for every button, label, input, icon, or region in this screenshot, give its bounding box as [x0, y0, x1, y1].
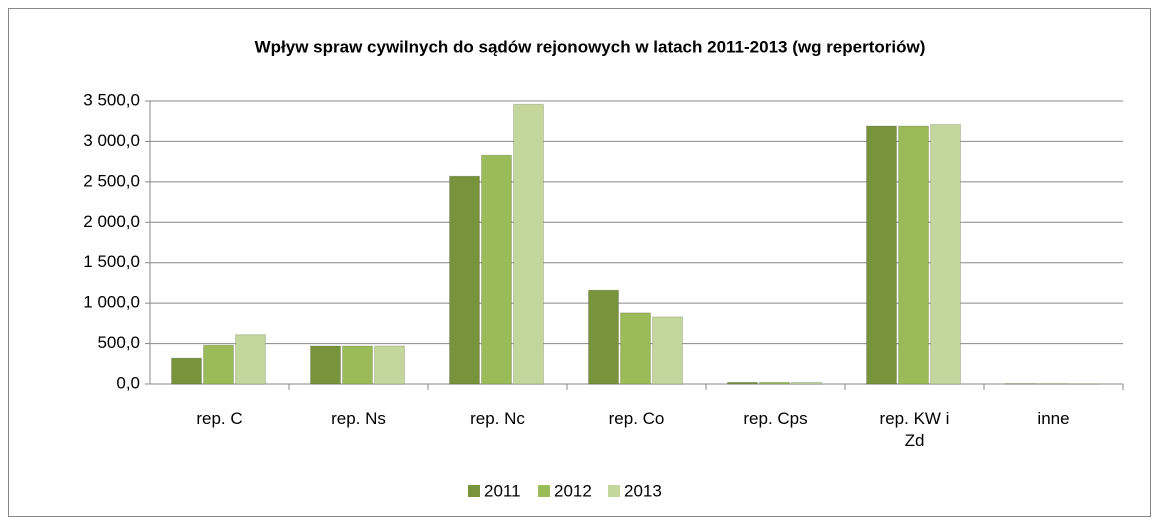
y-tick-label: 1 500,0	[83, 252, 140, 271]
bar	[449, 175, 480, 385]
legend-label: 2012	[554, 481, 592, 500]
chart-title: Wpływ spraw cywilnych do sądów rejonowyc…	[255, 37, 926, 56]
y-tick-label: 3 500,0	[83, 90, 140, 109]
bar	[235, 334, 266, 385]
x-tick-label: rep. Nc	[470, 409, 525, 428]
x-tick-label: rep. Co	[608, 409, 665, 428]
y-tick-label: 500,0	[97, 333, 140, 352]
y-tick-label: 2 500,0	[83, 171, 140, 190]
bar	[652, 316, 683, 385]
x-tick-label: inne	[1037, 409, 1070, 428]
legend-label: 2013	[624, 481, 662, 500]
bar	[866, 125, 897, 385]
bar	[588, 289, 619, 385]
y-tick-label: 0,0	[116, 373, 140, 392]
bar	[374, 345, 405, 385]
bar	[727, 381, 758, 385]
bar	[342, 345, 373, 385]
bar	[481, 154, 512, 385]
x-tick-label: rep. C	[196, 409, 243, 428]
legend-swatch	[608, 485, 620, 497]
bar	[171, 357, 202, 385]
y-tick-label: 3 000,0	[83, 131, 140, 150]
bar	[930, 123, 961, 385]
x-tick-label: rep. Cps	[743, 409, 808, 428]
bar	[791, 381, 822, 385]
bar	[620, 312, 651, 385]
x-tick-label: rep. Ns	[331, 409, 386, 428]
y-tick-label: 1 000,0	[83, 293, 140, 312]
bar	[898, 125, 929, 385]
bar	[513, 103, 544, 385]
bar	[759, 381, 790, 385]
x-tick-label: rep. KW i Zd	[879, 409, 950, 450]
y-tick-label: 2 000,0	[83, 212, 140, 231]
legend-label: 2011	[484, 481, 521, 500]
bar	[310, 345, 341, 385]
legend-swatch	[538, 485, 550, 497]
bar	[203, 344, 234, 385]
legend-swatch	[468, 485, 480, 497]
